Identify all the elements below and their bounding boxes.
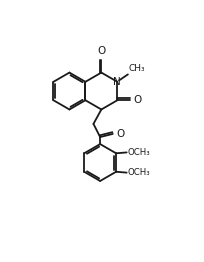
Text: OCH₃: OCH₃ [127, 168, 150, 177]
Text: N: N [113, 77, 121, 87]
Text: O: O [116, 129, 125, 139]
Text: O: O [97, 46, 105, 56]
Text: O: O [134, 95, 142, 105]
Text: CH₃: CH₃ [129, 64, 145, 73]
Text: OCH₃: OCH₃ [127, 148, 150, 157]
